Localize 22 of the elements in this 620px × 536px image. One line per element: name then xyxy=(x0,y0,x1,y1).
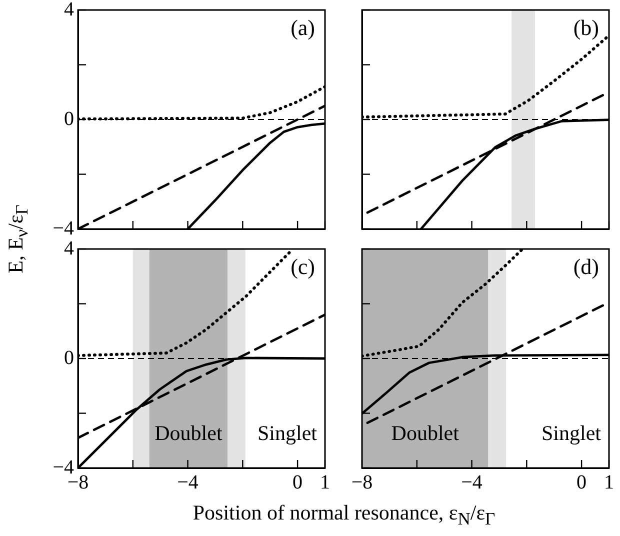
x-tick-label: −4 xyxy=(461,471,482,494)
x-tick-label: 1 xyxy=(604,471,614,494)
x-tick-label: 0 xyxy=(292,471,303,494)
annotation: Singlet xyxy=(541,421,602,445)
x-tick-label: −4 xyxy=(177,471,198,494)
annotation: Singlet xyxy=(257,421,318,445)
y-tick-label: −4 xyxy=(52,217,74,240)
chart-title: (a) xyxy=(290,14,315,40)
band-label: Doublet xyxy=(391,421,460,445)
x-tick-label: 0 xyxy=(576,471,587,494)
x-tick-label: −8 xyxy=(351,471,373,494)
y-tick-label: 4 xyxy=(64,0,74,20)
y-tick-label: 0 xyxy=(64,346,74,369)
y-tick-label: 4 xyxy=(64,237,74,260)
chart-title: (c) xyxy=(290,254,315,279)
x-axis-title: Position of normal resonance, ε$_{N}$/ε$_{Γ}$ xyxy=(192,500,496,530)
chart-title: (d) xyxy=(573,254,599,279)
y-tick-label: −4 xyxy=(52,456,74,478)
y-tick-label: 0 xyxy=(64,108,74,130)
chart-title: (b) xyxy=(573,14,599,40)
band-label: Doublet xyxy=(154,421,222,445)
x-tick-label: 1 xyxy=(320,471,330,494)
